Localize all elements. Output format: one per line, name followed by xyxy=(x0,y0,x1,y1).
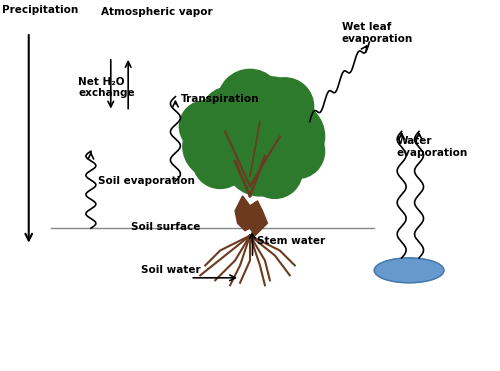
Text: Soil surface: Soil surface xyxy=(130,222,200,232)
Text: Wet leaf
evaporation: Wet leaf evaporation xyxy=(342,22,413,44)
Circle shape xyxy=(218,69,282,134)
Text: Stem water: Stem water xyxy=(258,236,326,246)
Circle shape xyxy=(200,87,260,146)
Ellipse shape xyxy=(374,258,444,283)
Circle shape xyxy=(255,102,324,171)
Circle shape xyxy=(225,127,295,196)
Text: Soil water: Soil water xyxy=(140,265,200,275)
Circle shape xyxy=(256,78,314,135)
Text: Net H₂O
exchange: Net H₂O exchange xyxy=(78,77,135,98)
Circle shape xyxy=(230,77,310,156)
Text: Transpiration: Transpiration xyxy=(180,94,259,104)
Circle shape xyxy=(198,89,272,164)
Circle shape xyxy=(183,114,248,178)
Circle shape xyxy=(270,124,324,178)
Text: Atmospheric vapor: Atmospheric vapor xyxy=(101,7,212,17)
Text: Precipitation: Precipitation xyxy=(2,5,78,15)
Text: Water
evaporation: Water evaporation xyxy=(396,137,468,158)
Text: Soil evaporation: Soil evaporation xyxy=(98,176,195,186)
Circle shape xyxy=(180,101,231,152)
Circle shape xyxy=(193,134,248,188)
Polygon shape xyxy=(235,196,268,236)
Circle shape xyxy=(248,144,302,198)
